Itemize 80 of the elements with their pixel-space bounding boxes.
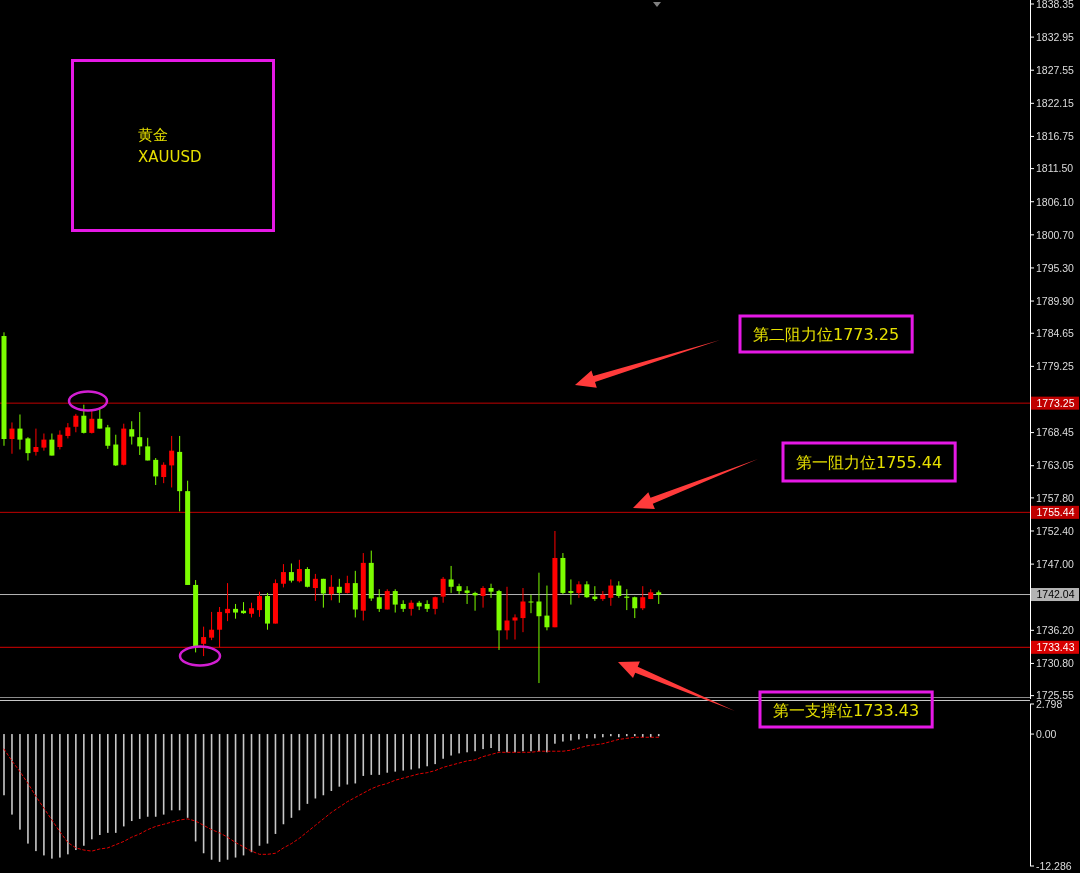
candlestick	[568, 578, 574, 606]
text: XAUUSD	[138, 148, 202, 166]
candlestick	[576, 580, 582, 599]
candlestick	[41, 433, 47, 452]
candlestick	[528, 594, 534, 614]
candlestick	[336, 578, 342, 604]
y-tick-label: 1806.10	[1036, 195, 1075, 208]
candlestick	[280, 563, 286, 588]
y-tick-label: 1752.40	[1036, 524, 1075, 537]
line-series	[3, 736, 660, 855]
y-tick-label: 1789.90	[1036, 294, 1075, 307]
candlestick	[440, 576, 446, 604]
candlestick	[392, 588, 398, 614]
candlestick	[201, 626, 207, 657]
y-tick-label: -12.286	[1036, 859, 1072, 872]
candlestick	[536, 572, 542, 684]
candlestick	[225, 582, 231, 622]
y-tick-label: 1816.75	[1036, 130, 1075, 143]
candlestick	[73, 413, 79, 433]
y-tick-label: 1730.80	[1036, 657, 1075, 670]
ref-line-label: 1742.04	[1036, 588, 1075, 601]
candlestick	[153, 457, 159, 486]
ref-line-label: 1773.25	[1036, 396, 1075, 409]
y-tick-label: 1838.35	[1036, 0, 1075, 10]
candlestick	[169, 435, 175, 488]
y-tick-label: 1747.00	[1036, 557, 1075, 570]
candlestick	[520, 587, 526, 633]
candlestick	[17, 413, 23, 450]
candlestick	[33, 428, 39, 457]
candlestick	[608, 578, 614, 607]
candlestick	[296, 559, 302, 583]
candlestick	[81, 404, 87, 434]
candlestick	[137, 411, 143, 456]
candlestick	[105, 424, 111, 450]
candlestick	[89, 409, 95, 434]
candlestick	[97, 407, 103, 430]
y-tick-label: 1811.50	[1036, 162, 1074, 175]
y-tick-label: 1800.70	[1036, 228, 1075, 241]
candlestick	[512, 613, 518, 641]
y-tick-label: 1832.95	[1036, 30, 1075, 43]
annotation: 第一支撑位1733.43	[773, 700, 920, 720]
candlestick	[57, 429, 63, 450]
candlestick	[544, 585, 550, 631]
candlestick	[209, 611, 215, 641]
candlestick	[504, 586, 510, 641]
candlestick	[328, 574, 334, 601]
candlestick	[376, 588, 382, 613]
annotation: 第二阻力位1773.25	[753, 325, 900, 344]
candlestick	[161, 461, 167, 484]
candlestick	[480, 585, 486, 609]
ref-line-label: 1733.43	[1036, 641, 1075, 654]
candlestick	[288, 562, 294, 583]
candlestick	[312, 573, 318, 602]
candlestick	[113, 434, 119, 467]
y-tick-label: 1763.05	[1036, 459, 1075, 472]
y-tick-label: 1768.45	[1036, 426, 1075, 439]
candlestick	[488, 583, 494, 599]
y-tick-label: 1822.15	[1036, 97, 1075, 110]
candlestick	[640, 585, 646, 611]
candlestick	[9, 421, 15, 455]
y-tick-label: 0.00	[1036, 727, 1057, 740]
candlestick	[217, 606, 223, 648]
y-tick-label: 1827.55	[1036, 64, 1075, 77]
candlestick	[49, 433, 55, 457]
text: 黄金	[138, 126, 168, 144]
candlestick	[448, 565, 454, 594]
candlestick	[25, 436, 31, 461]
y-tick-label: 1757.80	[1036, 491, 1075, 504]
y-tick-label: 1736.20	[1036, 624, 1075, 637]
y-tick-label: 1779.25	[1036, 360, 1075, 373]
candlestick	[129, 420, 135, 446]
y-tick-label: 1795.30	[1036, 261, 1075, 274]
candlestick	[456, 583, 462, 595]
candlestick	[257, 591, 262, 618]
ref-line-label: 1755.44	[1036, 506, 1075, 519]
candlestick	[320, 578, 326, 609]
y-tick-label: 1784.65	[1036, 327, 1075, 340]
annotation: 第一阻力位1755.44	[796, 453, 943, 472]
y-tick-label: 1725.55	[1036, 689, 1075, 702]
candlestick	[464, 585, 470, 605]
